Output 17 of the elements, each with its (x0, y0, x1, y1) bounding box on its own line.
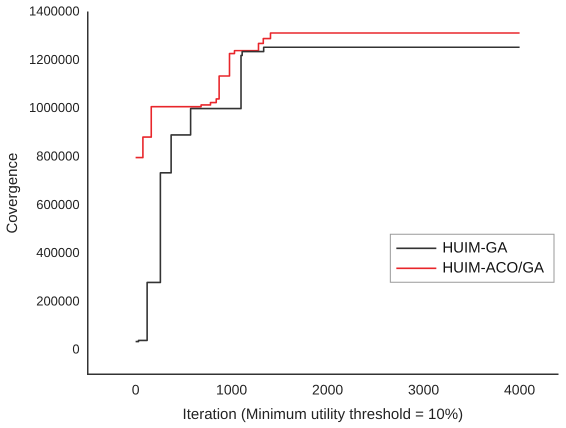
y-tick-label: 800000 (36, 148, 80, 164)
y-tick-label: 1000000 (28, 100, 80, 116)
y-tick-label: 1400000 (28, 4, 80, 19)
x-tick-label: 0 (132, 381, 140, 398)
x-tick-label: 2000 (312, 381, 344, 398)
x-tick-label: 3000 (408, 381, 440, 398)
legend-label: HUIM-GA (442, 239, 508, 256)
y-axis-title: Covergence (4, 152, 22, 234)
x-tick-label: 1000 (216, 381, 248, 398)
x-axis-title: Iteration (Minimum utility threshold = 10%) (182, 406, 464, 424)
y-tick-label: 400000 (36, 245, 80, 260)
y-tick-label: 0 (72, 342, 80, 357)
y-tick-label: 200000 (36, 293, 80, 308)
y-tick-label: 1200000 (28, 52, 80, 67)
legend-label: HUIM-ACO/GA (442, 259, 544, 276)
y-tick-label: 600000 (36, 196, 80, 212)
x-tick-label: 4000 (504, 381, 536, 398)
